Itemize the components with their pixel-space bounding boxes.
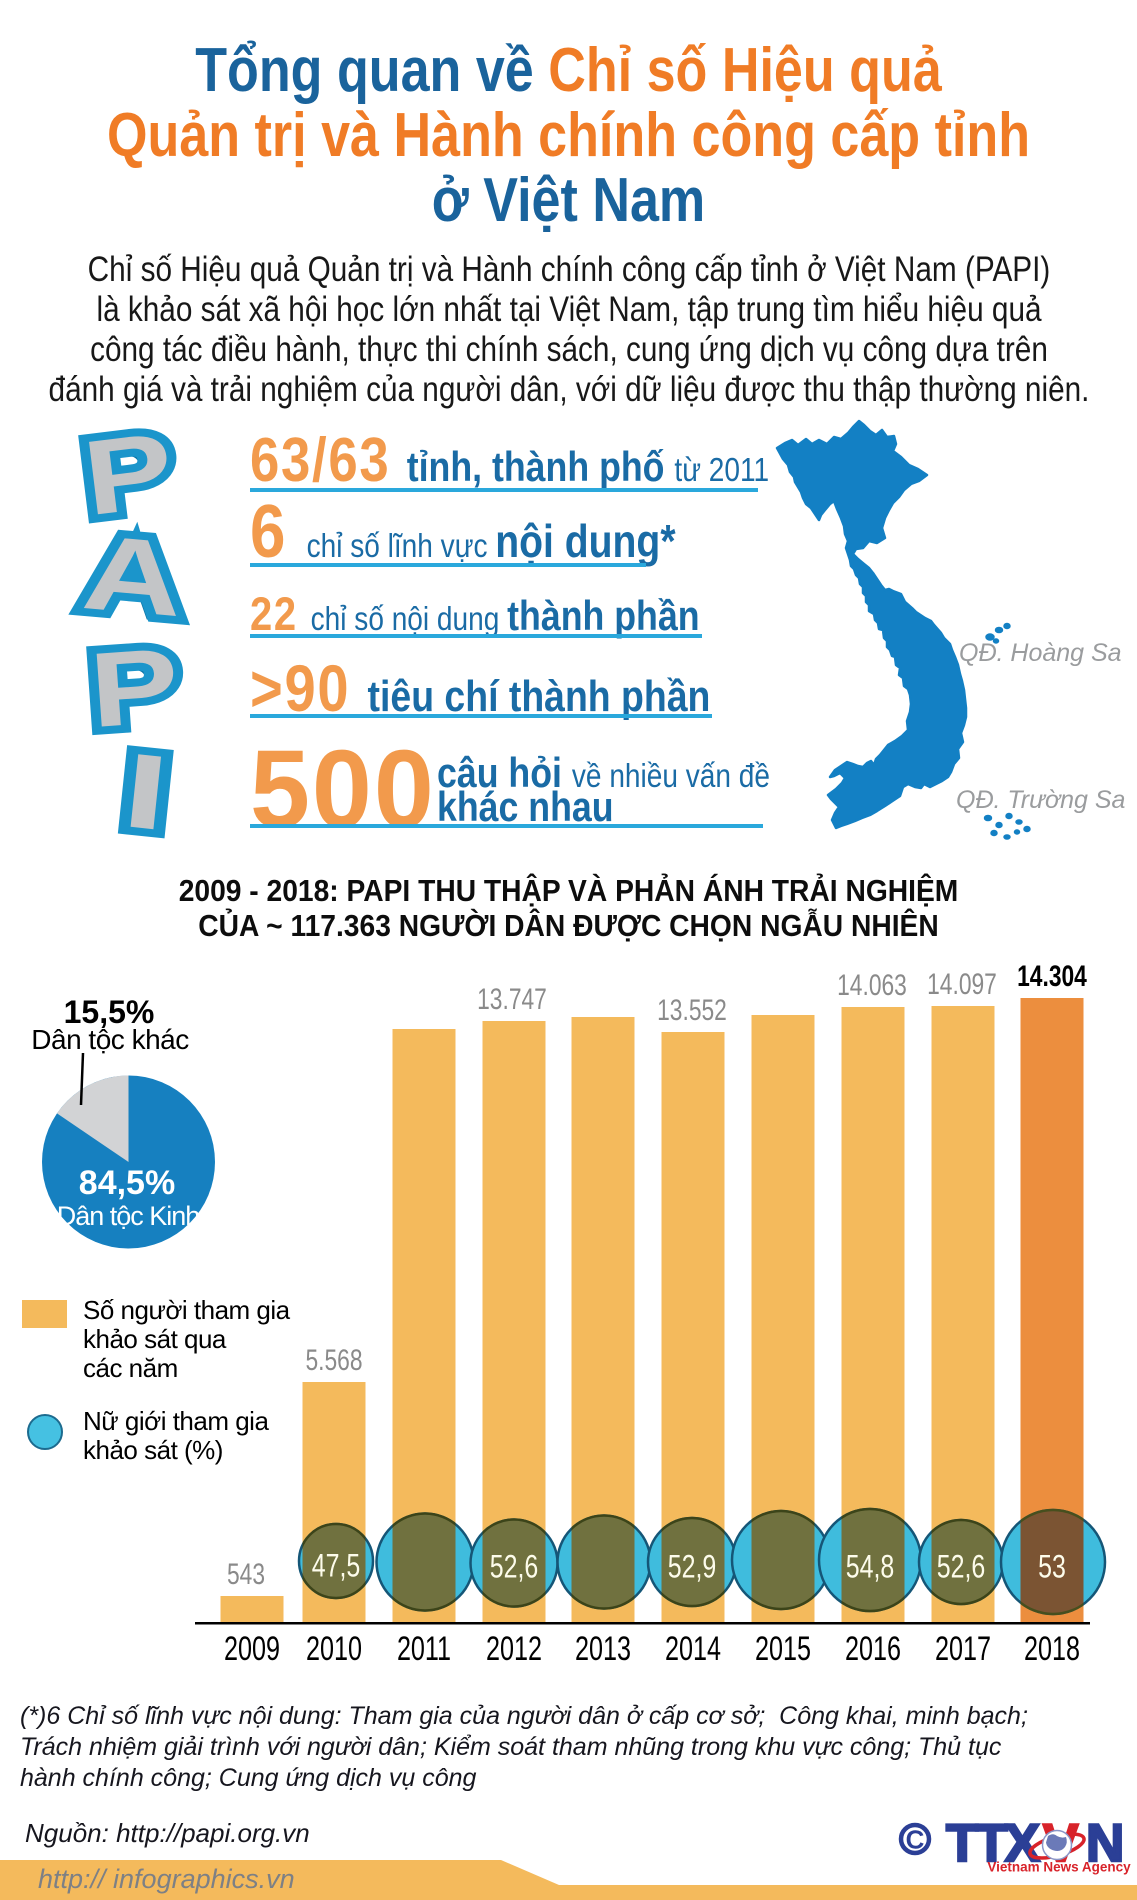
svg-text:A: A [74,516,183,642]
svg-text:Vietnam News Agency: Vietnam News Agency [987,1860,1131,1875]
svg-text:N: N [1086,1814,1121,1873]
svg-text:P: P [74,413,176,541]
svg-text:TTX: TTX [946,1814,1040,1873]
svg-text:P: P [78,632,174,756]
svg-text:P: P [70,417,172,545]
svg-text:A: A [78,513,187,639]
svg-text:C: C [906,1825,925,1855]
svg-text:P: P [82,629,178,753]
svg-text:QĐ. Hoàng Sa: QĐ. Hoàng Sa [959,639,1122,667]
svg-text:A: A [69,518,178,644]
svg-text:P: P [86,626,182,750]
svg-text:QĐ. Trường Sa: QĐ. Trường Sa [956,786,1126,814]
